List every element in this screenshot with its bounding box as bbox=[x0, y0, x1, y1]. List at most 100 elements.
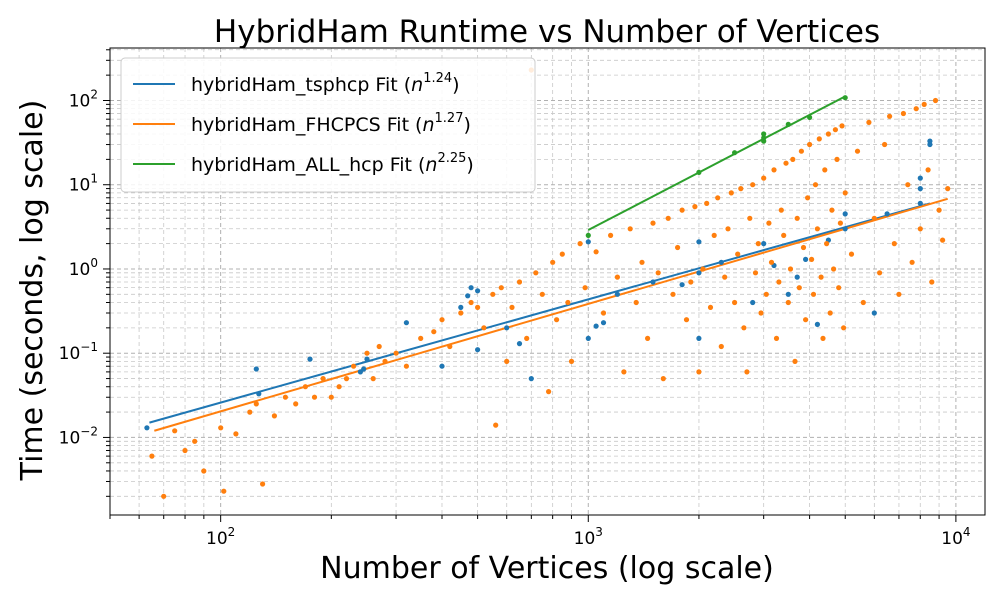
point-fhcpcs bbox=[877, 270, 883, 276]
point-fhcpcs bbox=[787, 266, 794, 272]
point-fhcpcs bbox=[475, 304, 481, 310]
grid-lines bbox=[109, 48, 985, 515]
point-fhcpcs bbox=[539, 291, 545, 297]
point-fhcpcs bbox=[841, 325, 847, 331]
point-fhcpcs bbox=[792, 358, 798, 364]
point-fhcpcs bbox=[683, 317, 690, 323]
point-fhcpcs bbox=[172, 428, 178, 434]
point-fhcpcs bbox=[882, 141, 888, 148]
point-fhcpcs bbox=[633, 299, 639, 306]
point-fhcpcs bbox=[282, 394, 288, 400]
point-fhcpcs bbox=[382, 358, 388, 364]
point-fhcpcs bbox=[732, 299, 738, 306]
point-fhcpcs bbox=[675, 244, 681, 251]
point-allhcp bbox=[761, 135, 767, 141]
point-tsphcp bbox=[696, 270, 702, 276]
point-fhcpcs bbox=[848, 251, 855, 257]
legend-entry-allhcp: hybridHam_ALL_hcp Fit (n2.25) bbox=[191, 151, 474, 176]
point-fhcpcs bbox=[728, 190, 734, 196]
fit-lines bbox=[149, 95, 948, 432]
point-fhcpcs bbox=[639, 259, 645, 265]
y-tick-label: 10−2 bbox=[59, 424, 98, 448]
point-tsphcp bbox=[814, 321, 821, 327]
point-tsphcp bbox=[794, 274, 800, 280]
point-tsphcp bbox=[696, 335, 702, 341]
point-fhcpcs bbox=[233, 431, 239, 437]
point-fhcpcs bbox=[909, 259, 915, 265]
point-fhcpcs bbox=[917, 226, 923, 232]
point-allhcp bbox=[807, 114, 813, 120]
point-fhcpcs bbox=[431, 329, 437, 335]
fit-line-fhcpcs bbox=[154, 197, 948, 432]
point-fhcpcs bbox=[825, 131, 832, 137]
point-fhcpcs bbox=[665, 215, 671, 221]
point-fhcpcs bbox=[900, 110, 907, 117]
point-tsphcp bbox=[468, 285, 474, 291]
point-allhcp bbox=[842, 95, 848, 101]
x-axis-label: Number of Vertices (log scale) bbox=[320, 551, 774, 586]
point-tsphcp bbox=[614, 291, 621, 297]
point-fhcpcs bbox=[866, 119, 872, 125]
point-fhcpcs bbox=[393, 350, 399, 356]
point-fhcpcs bbox=[670, 291, 676, 297]
point-fhcpcs bbox=[741, 325, 747, 331]
point-tsphcp bbox=[475, 288, 481, 294]
point-tsphcp bbox=[842, 211, 848, 217]
point-fhcpcs bbox=[533, 270, 539, 276]
y-axis-label: Time (seconds, log scale) bbox=[15, 100, 50, 482]
x-tick-label: 103 bbox=[574, 525, 603, 549]
point-fhcpcs bbox=[149, 453, 155, 459]
legend-entry-tsphcp: hybridHam_tsphcp Fit (n1.24) bbox=[191, 71, 460, 96]
point-fhcpcs bbox=[343, 376, 350, 382]
point-fhcpcs bbox=[945, 186, 951, 192]
fit-line-allhcp bbox=[587, 95, 846, 231]
point-fhcpcs bbox=[320, 376, 326, 382]
point-fhcpcs bbox=[253, 401, 259, 407]
point-fhcpcs bbox=[707, 304, 714, 310]
point-fhcpcs bbox=[827, 310, 833, 316]
point-fhcpcs bbox=[763, 291, 769, 297]
point-tsphcp bbox=[253, 366, 259, 372]
point-allhcp bbox=[585, 232, 591, 238]
point-tsphcp bbox=[871, 310, 877, 316]
point-fhcpcs bbox=[860, 299, 866, 306]
point-tsphcp bbox=[718, 259, 724, 265]
point-fhcpcs bbox=[627, 226, 633, 232]
point-fhcpcs bbox=[905, 182, 911, 188]
point-tsphcp bbox=[361, 366, 367, 372]
point-fhcpcs bbox=[820, 335, 826, 341]
point-tsphcp bbox=[679, 282, 685, 288]
point-fhcpcs bbox=[328, 394, 334, 400]
y-tick-label: 100 bbox=[69, 256, 98, 280]
plot-frame bbox=[109, 47, 986, 516]
point-fhcpcs bbox=[546, 389, 552, 395]
point-fhcpcs bbox=[504, 358, 510, 364]
point-fhcpcs bbox=[650, 220, 656, 226]
point-fhcpcs bbox=[711, 232, 717, 238]
point-fhcpcs bbox=[608, 232, 614, 238]
point-fhcpcs bbox=[524, 335, 530, 341]
point-tsphcp bbox=[842, 226, 848, 232]
point-fhcpcs bbox=[655, 270, 661, 276]
point-fhcpcs bbox=[854, 148, 861, 154]
point-fhcpcs bbox=[403, 363, 409, 369]
point-fhcpcs bbox=[481, 325, 487, 331]
point-fhcpcs bbox=[871, 215, 877, 221]
point-fhcpcs bbox=[816, 136, 822, 142]
point-fhcpcs bbox=[688, 279, 694, 285]
point-fhcpcs bbox=[568, 358, 575, 364]
point-fhcpcs bbox=[293, 401, 299, 407]
point-tsphcp bbox=[364, 356, 370, 362]
point-fhcpcs bbox=[831, 266, 837, 272]
point-fhcpcs bbox=[516, 279, 523, 285]
legend: hybridHam_tsphcp Fit (n1.24) hybridHam_FH… bbox=[120, 57, 536, 193]
point-tsphcp bbox=[917, 175, 923, 181]
point-tsphcp bbox=[696, 239, 702, 245]
point-fhcpcs bbox=[929, 279, 935, 285]
point-tsphcp bbox=[917, 200, 923, 206]
point-fhcpcs bbox=[785, 299, 791, 306]
point-fhcpcs bbox=[700, 266, 706, 272]
point-fhcpcs bbox=[925, 167, 931, 173]
point-fhcpcs bbox=[247, 409, 253, 415]
